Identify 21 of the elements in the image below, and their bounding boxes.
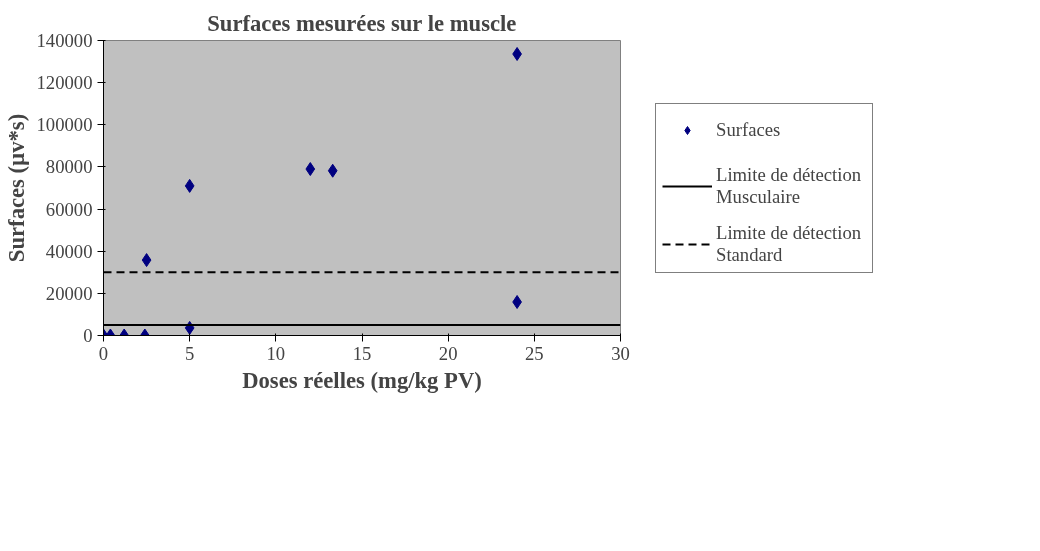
x-tick-label: 25 — [525, 342, 544, 364]
x-axis-title: Doses réelles (mg/kg PV) — [242, 367, 482, 393]
x-tick-label: 15 — [352, 342, 372, 364]
x-tick-label: 0 — [98, 342, 109, 364]
y-tick-label: 80000 — [45, 156, 93, 178]
x-tick-label: 30 — [611, 342, 630, 364]
legend-label: Limite de détection Standard — [716, 221, 863, 266]
x-tick-label: 10 — [266, 342, 286, 364]
chart-title: Surfaces mesurées sur le muscle — [207, 10, 517, 36]
legend-label: Surfaces — [716, 117, 782, 142]
x-tick-label: 5 — [185, 342, 195, 364]
y-tick-label: 140000 — [36, 30, 93, 51]
y-tick-label: 40000 — [45, 240, 93, 262]
y-tick-label: 20000 — [45, 282, 93, 304]
legend-label: Limite de détection Musculaire — [716, 163, 863, 208]
y-axis-title: Surfaces (µv*s) — [3, 113, 29, 263]
x-tick-label: 20 — [438, 342, 458, 364]
y-tick-label: 60000 — [45, 198, 93, 220]
y-tick-label: 120000 — [36, 72, 93, 94]
y-tick-label: 0 — [83, 325, 93, 346]
y-tick-label: 100000 — [36, 114, 93, 136]
